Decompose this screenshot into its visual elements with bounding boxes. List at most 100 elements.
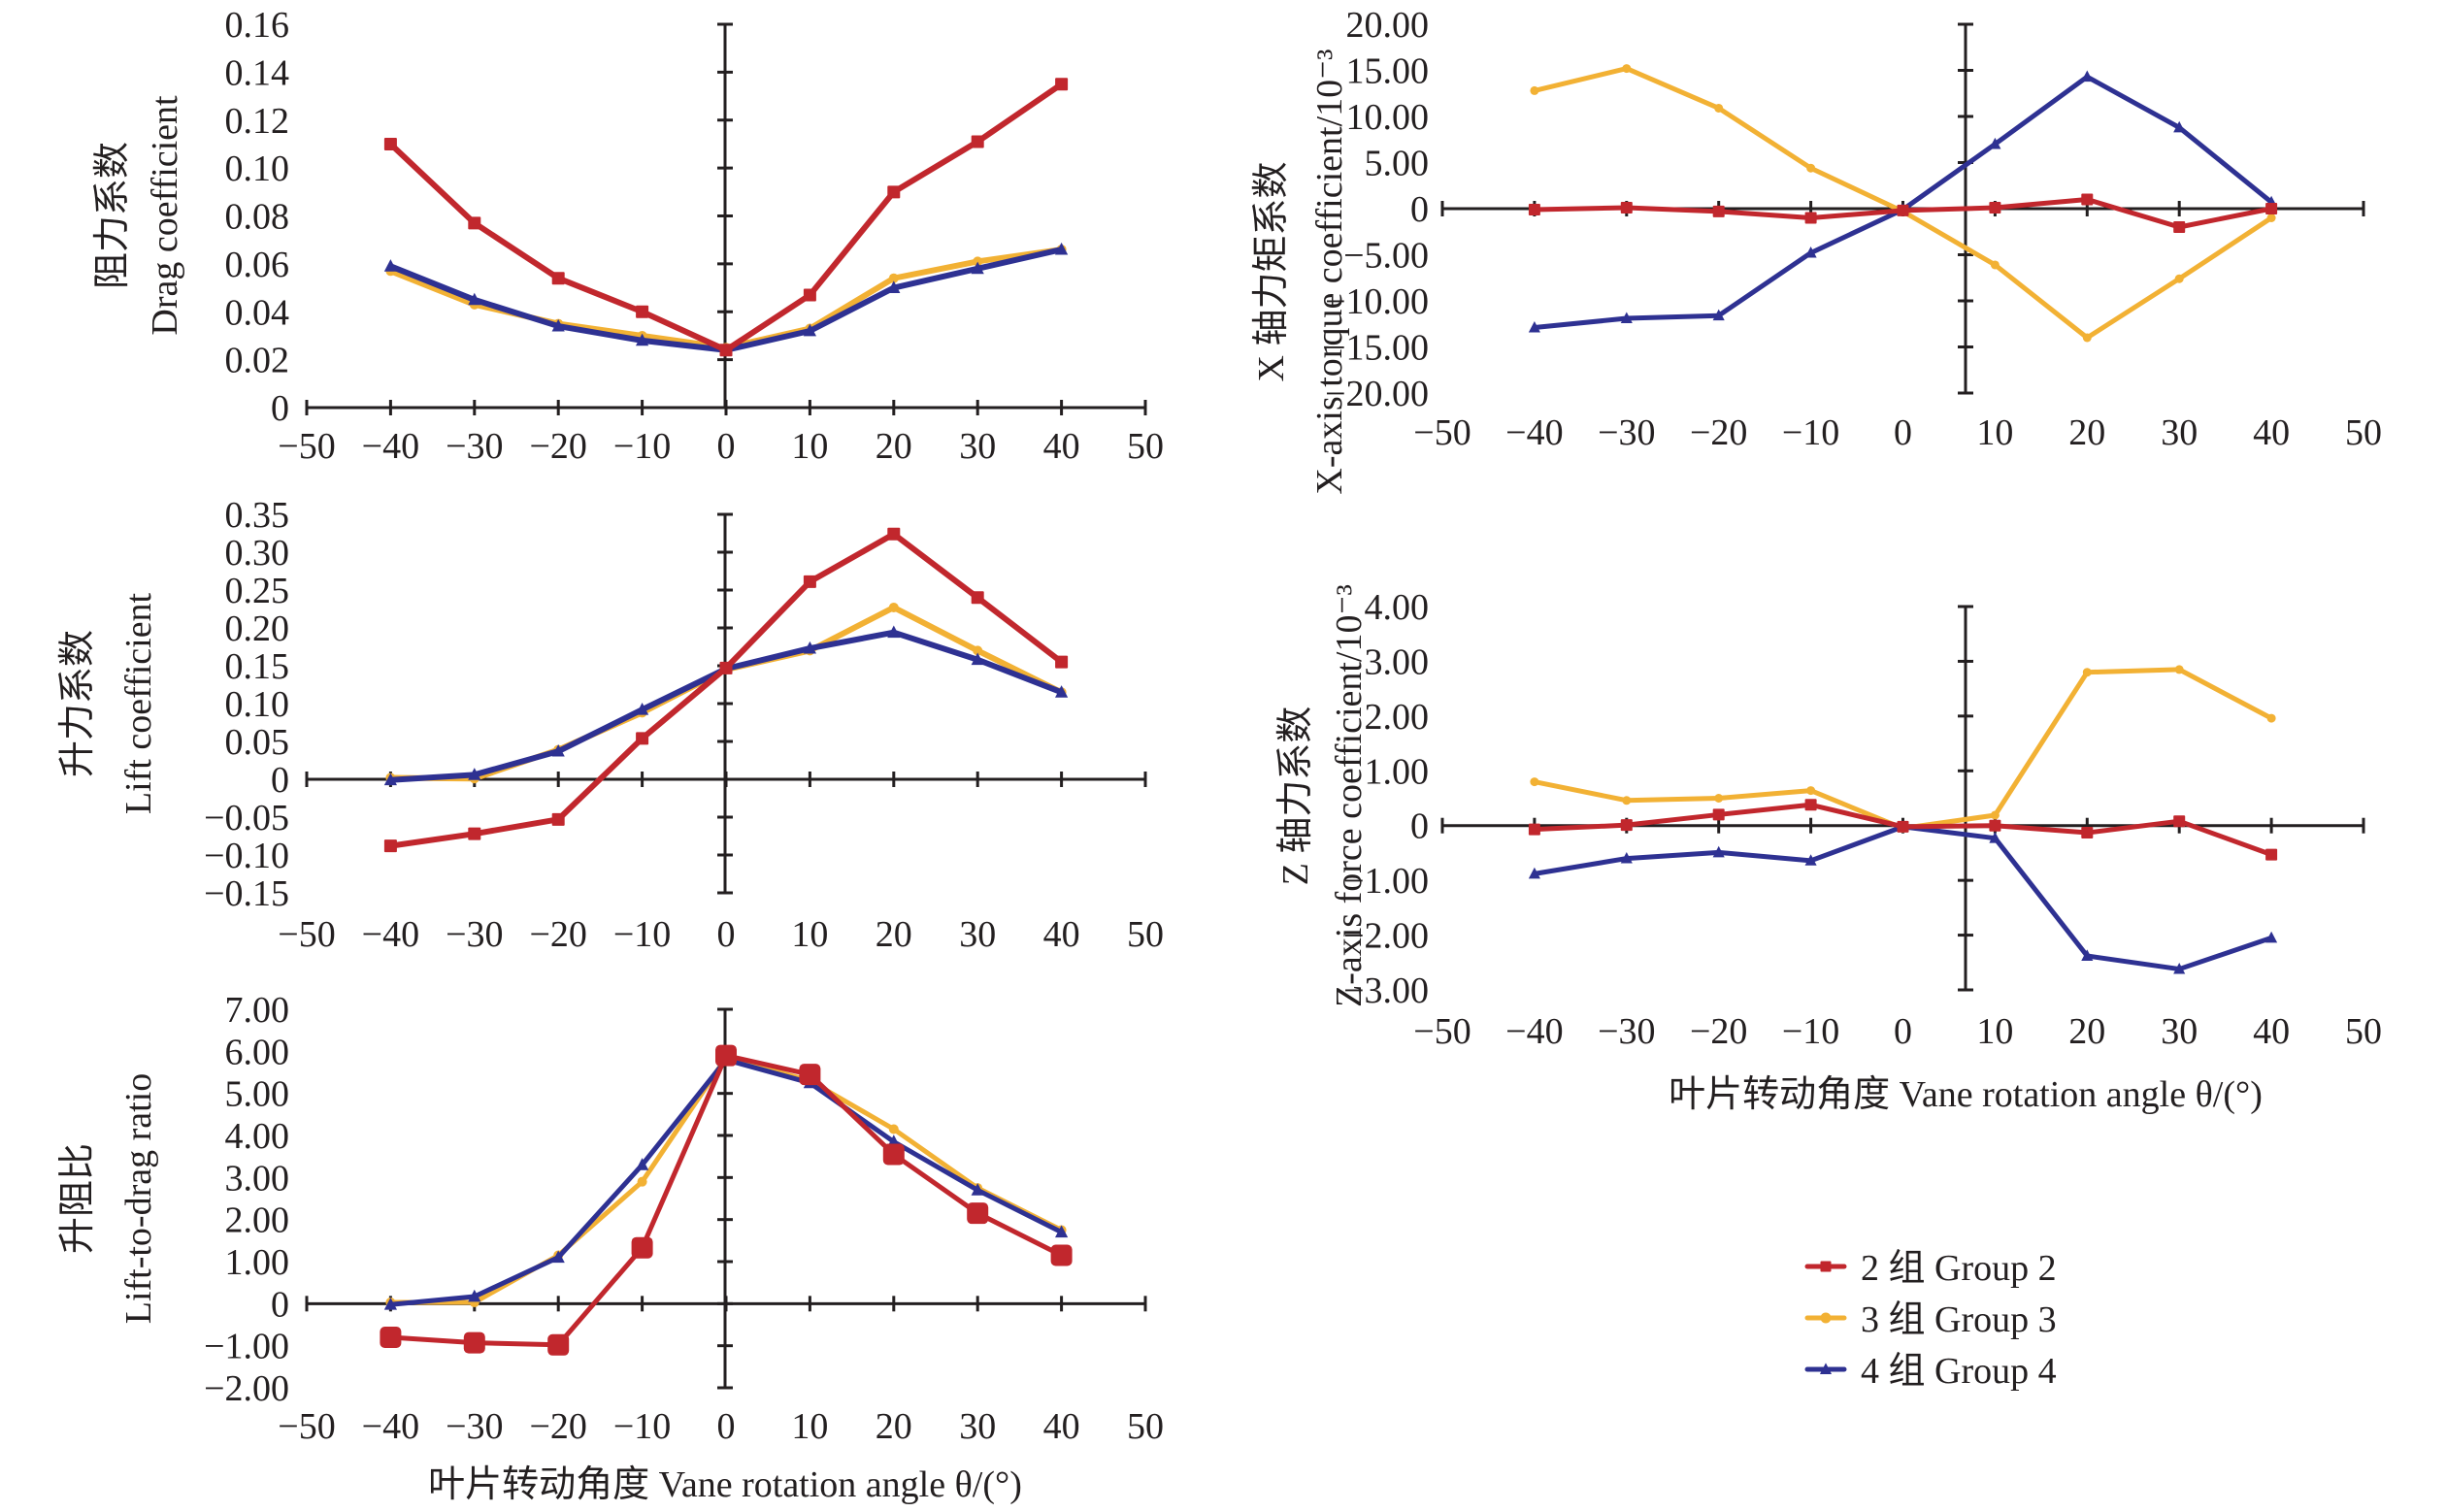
series-group-2 — [380, 1044, 1073, 1356]
data-point-group-3 — [1714, 103, 1724, 113]
data-point-group-2 — [636, 732, 649, 745]
y-tick-label: −15.00 — [1325, 328, 1429, 369]
x-tick-label: 10 — [1976, 412, 2013, 453]
data-point-group-2 — [803, 288, 816, 302]
data-point-group-2 — [1620, 202, 1633, 214]
data-point-group-3 — [2174, 274, 2184, 283]
y-tick-label: −20.00 — [1325, 374, 1429, 414]
x-tick-label: 10 — [1976, 1011, 2013, 1052]
data-point-group-4 — [1055, 1225, 1069, 1238]
data-point-group-2 — [1055, 78, 1069, 91]
series-line-group-3 — [1534, 667, 2273, 832]
x-tick-label: 50 — [2345, 1011, 2382, 1052]
data-point-group-4 — [1712, 309, 1725, 321]
x-tick-label: 30 — [2161, 1011, 2198, 1052]
x-axis-title-left: 叶片转动角度 Vane rotation angle θ/(°) — [428, 1464, 1022, 1505]
y-axis-title-en: Drag coefficient — [145, 95, 185, 336]
y-tick-label: 0.04 — [225, 292, 290, 333]
lift-coefficient-chart: −50 −40 −30 −20 −10 0 10 20 30 40 50 −0.15−0.10−0.0… — [57, 495, 1164, 955]
x-tick-label: −20 — [529, 914, 586, 955]
y-tick-label: 0.10 — [225, 148, 290, 189]
y-tick-label: 0.08 — [225, 197, 290, 238]
data-point-group-2 — [547, 1333, 570, 1356]
data-point-group-2 — [967, 1202, 989, 1225]
data-point-group-3 — [1806, 163, 1816, 173]
x-tick-label: −50 — [1413, 1011, 1471, 1052]
data-point-group-4 — [1055, 242, 1069, 255]
y-tick-label: −2.00 — [1343, 916, 1429, 957]
data-point-group-3 — [888, 602, 899, 612]
legend-marker-circle — [1820, 1312, 1832, 1324]
data-point-group-2 — [1055, 655, 1069, 669]
data-point-group-3 — [888, 1124, 899, 1134]
x-tick-label: −30 — [446, 914, 503, 955]
y-tick-label: 0.15 — [225, 646, 290, 687]
y-tick-label: 0.05 — [225, 722, 290, 763]
data-point-group-3 — [888, 273, 899, 283]
data-point-group-4 — [1055, 685, 1069, 698]
data-point-group-2 — [468, 216, 481, 230]
data-point-group-4 — [887, 280, 901, 293]
data-point-group-3 — [973, 645, 983, 656]
y-axis-title-en: Lift-to-drag ratio — [118, 1073, 159, 1325]
series-group-3 — [1530, 665, 2276, 834]
data-point-group-2 — [1897, 204, 1909, 216]
y-tick-label: 0.10 — [225, 684, 290, 725]
data-point-group-2 — [971, 135, 984, 148]
y-tick-label: 3.00 — [1365, 641, 1430, 682]
data-point-group-4 — [803, 641, 816, 654]
data-point-group-2 — [719, 344, 733, 357]
data-point-group-2 — [380, 1327, 402, 1348]
x-tick-label: 10 — [791, 1406, 828, 1447]
legend-marker-triangle — [1819, 1363, 1833, 1374]
y-axis-title-en: Lift coefficient — [118, 592, 159, 814]
data-point-group-2 — [882, 1143, 905, 1166]
legend-item-group-3: 3 组 Group 3 — [1804, 1299, 2057, 1340]
legend-label: 4 组 Group 4 — [1861, 1351, 2057, 1392]
x-tick-label: 20 — [2068, 412, 2105, 453]
x-tick-label: −20 — [1690, 412, 1747, 453]
data-point-group-2 — [636, 305, 649, 318]
legend-item-group-2: 2 组 Group 2 — [1804, 1248, 2057, 1289]
y-tick-label: 5.00 — [1365, 144, 1430, 184]
series-group-2 — [1528, 799, 2278, 861]
data-point-group-2 — [887, 185, 901, 199]
data-point-group-2 — [551, 272, 565, 285]
x-tick-label: 50 — [1127, 426, 1164, 467]
data-point-group-4 — [468, 292, 481, 306]
data-point-group-4 — [636, 333, 649, 346]
data-point-group-4 — [468, 1289, 481, 1302]
y-axis-title-en: Z-axis force coefficient/10⁻³ — [1329, 584, 1370, 1007]
data-point-group-4 — [803, 323, 816, 337]
data-point-group-3 — [2082, 668, 2092, 677]
data-point-group-3 — [1714, 794, 1724, 803]
data-point-group-2 — [1989, 202, 2001, 214]
data-point-group-4 — [1620, 312, 1633, 323]
data-point-group-2 — [1897, 820, 1909, 833]
legend-label: 2 组 Group 2 — [1861, 1248, 2057, 1289]
y-tick-label: 1.00 — [225, 1242, 290, 1283]
x-tick-label: −10 — [613, 914, 671, 955]
data-point-group-2 — [1050, 1244, 1073, 1266]
x-tick-label: −40 — [362, 1406, 419, 1447]
x-tick-label: 40 — [2253, 412, 2290, 453]
x-tick-label: 40 — [1043, 914, 1080, 955]
data-point-group-2 — [2265, 848, 2278, 861]
y-tick-label: −1.00 — [204, 1327, 289, 1367]
data-point-group-4 — [2265, 931, 2278, 943]
legend-marker-square — [1820, 1261, 1832, 1272]
data-point-group-4 — [2081, 949, 2094, 961]
y-tick-label: 7.00 — [225, 990, 290, 1031]
x-tick-label: 20 — [876, 914, 912, 955]
x-tick-label: −30 — [1598, 1011, 1655, 1052]
drag-coefficient-chart: −50 −40 −30 −20 −10 0 10 20 30 40 50 0 0.02 0.04 0.06 0… — [92, 5, 1164, 467]
data-point-group-3 — [2174, 665, 2184, 674]
data-point-group-3 — [1530, 777, 1539, 787]
y-tick-label: 0.12 — [225, 101, 290, 142]
data-point-group-3 — [2266, 214, 2276, 222]
x-tick-label: 50 — [1127, 914, 1164, 955]
x-tick-label: 0 — [1894, 412, 1912, 453]
y-tick-label: 2.00 — [1365, 697, 1430, 738]
z-axis-force-chart: −50 −40 −30 −20 −10 0 10 20 30 40 50 −3.00 −2.00 −1.0… — [1275, 584, 2382, 1052]
x-axis-torque-chart: −50 −40 −30 −20 −10 0 10 20 30 40 50 −20.00 −15.00 −1… — [1251, 5, 2382, 495]
